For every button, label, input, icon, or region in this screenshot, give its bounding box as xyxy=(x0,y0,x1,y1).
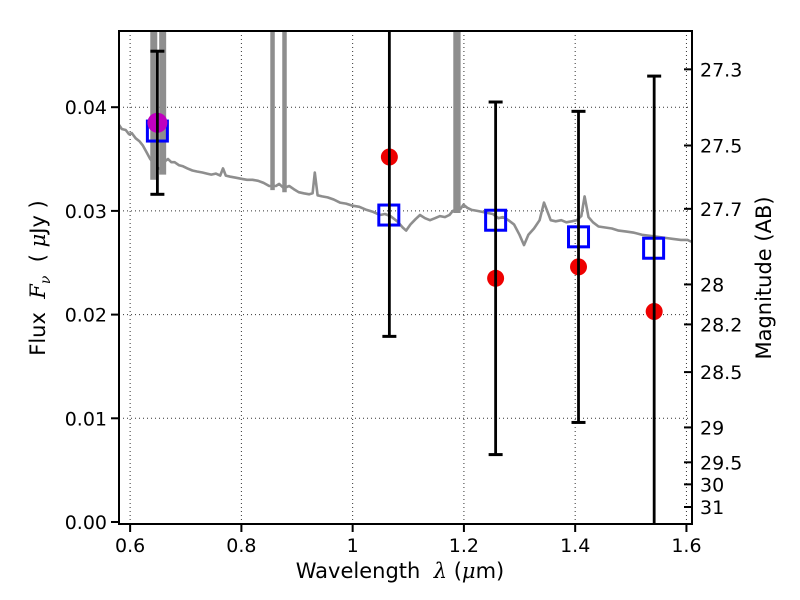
x-tick-label: 1 xyxy=(347,535,359,557)
magnitude-tick-label: 27.3 xyxy=(700,59,742,81)
magnitude-tick-label: 28.2 xyxy=(700,314,742,336)
magnitude-tick-label: 27.7 xyxy=(700,199,742,221)
y-tick-label: 0.02 xyxy=(65,305,107,327)
y-tick-label: 0.00 xyxy=(65,512,107,534)
x-tick-label: 0.6 xyxy=(115,535,145,557)
y-tick-label: 0.01 xyxy=(65,408,107,430)
x-tick-label: 0.8 xyxy=(226,535,256,557)
magnitude-axis-title: Magnitude (AB) xyxy=(752,196,776,360)
x-unit-open: ( xyxy=(453,559,462,583)
spectrum-line xyxy=(119,123,692,247)
data-layer xyxy=(119,31,692,524)
y-axis-title-text: Flux xyxy=(26,312,50,356)
magnitude-tick-label: 30 xyxy=(700,474,724,496)
magnitude-tick-label: 31 xyxy=(700,497,724,519)
magnitude-tick-label: 28 xyxy=(700,274,724,296)
flux-symbol: F xyxy=(26,284,50,299)
y-tick-label: 0.04 xyxy=(65,97,107,119)
lambda-symbol: λ xyxy=(433,559,448,583)
plot-frame xyxy=(118,30,693,525)
nu-subscript: ν xyxy=(38,275,54,285)
mu-symbol: μ xyxy=(461,559,476,583)
mu-symbol-y: μ xyxy=(26,233,50,248)
y-unit-close: Jy ) xyxy=(26,200,50,234)
y-unit-open: ( xyxy=(26,247,50,263)
y-tick-label: 0.03 xyxy=(65,201,107,223)
magnitude-tick-label: 28.5 xyxy=(700,362,742,384)
x-axis-title-text: Wavelength xyxy=(295,559,421,583)
magnitude-tick-label: 27.5 xyxy=(700,135,742,157)
x-tick-label: 1.6 xyxy=(671,535,701,557)
x-unit-close: m) xyxy=(475,559,505,583)
magnitude-tick-label: 29.5 xyxy=(700,452,742,474)
y-axis-title: Flux Fν ( μJy ) xyxy=(26,68,54,488)
magnitude-tick-label: 29 xyxy=(700,417,724,439)
x-tick-label: 1.4 xyxy=(560,535,590,557)
x-axis-title: Wavelength λ (μm) xyxy=(0,559,800,583)
x-tick-label: 1.2 xyxy=(449,535,479,557)
